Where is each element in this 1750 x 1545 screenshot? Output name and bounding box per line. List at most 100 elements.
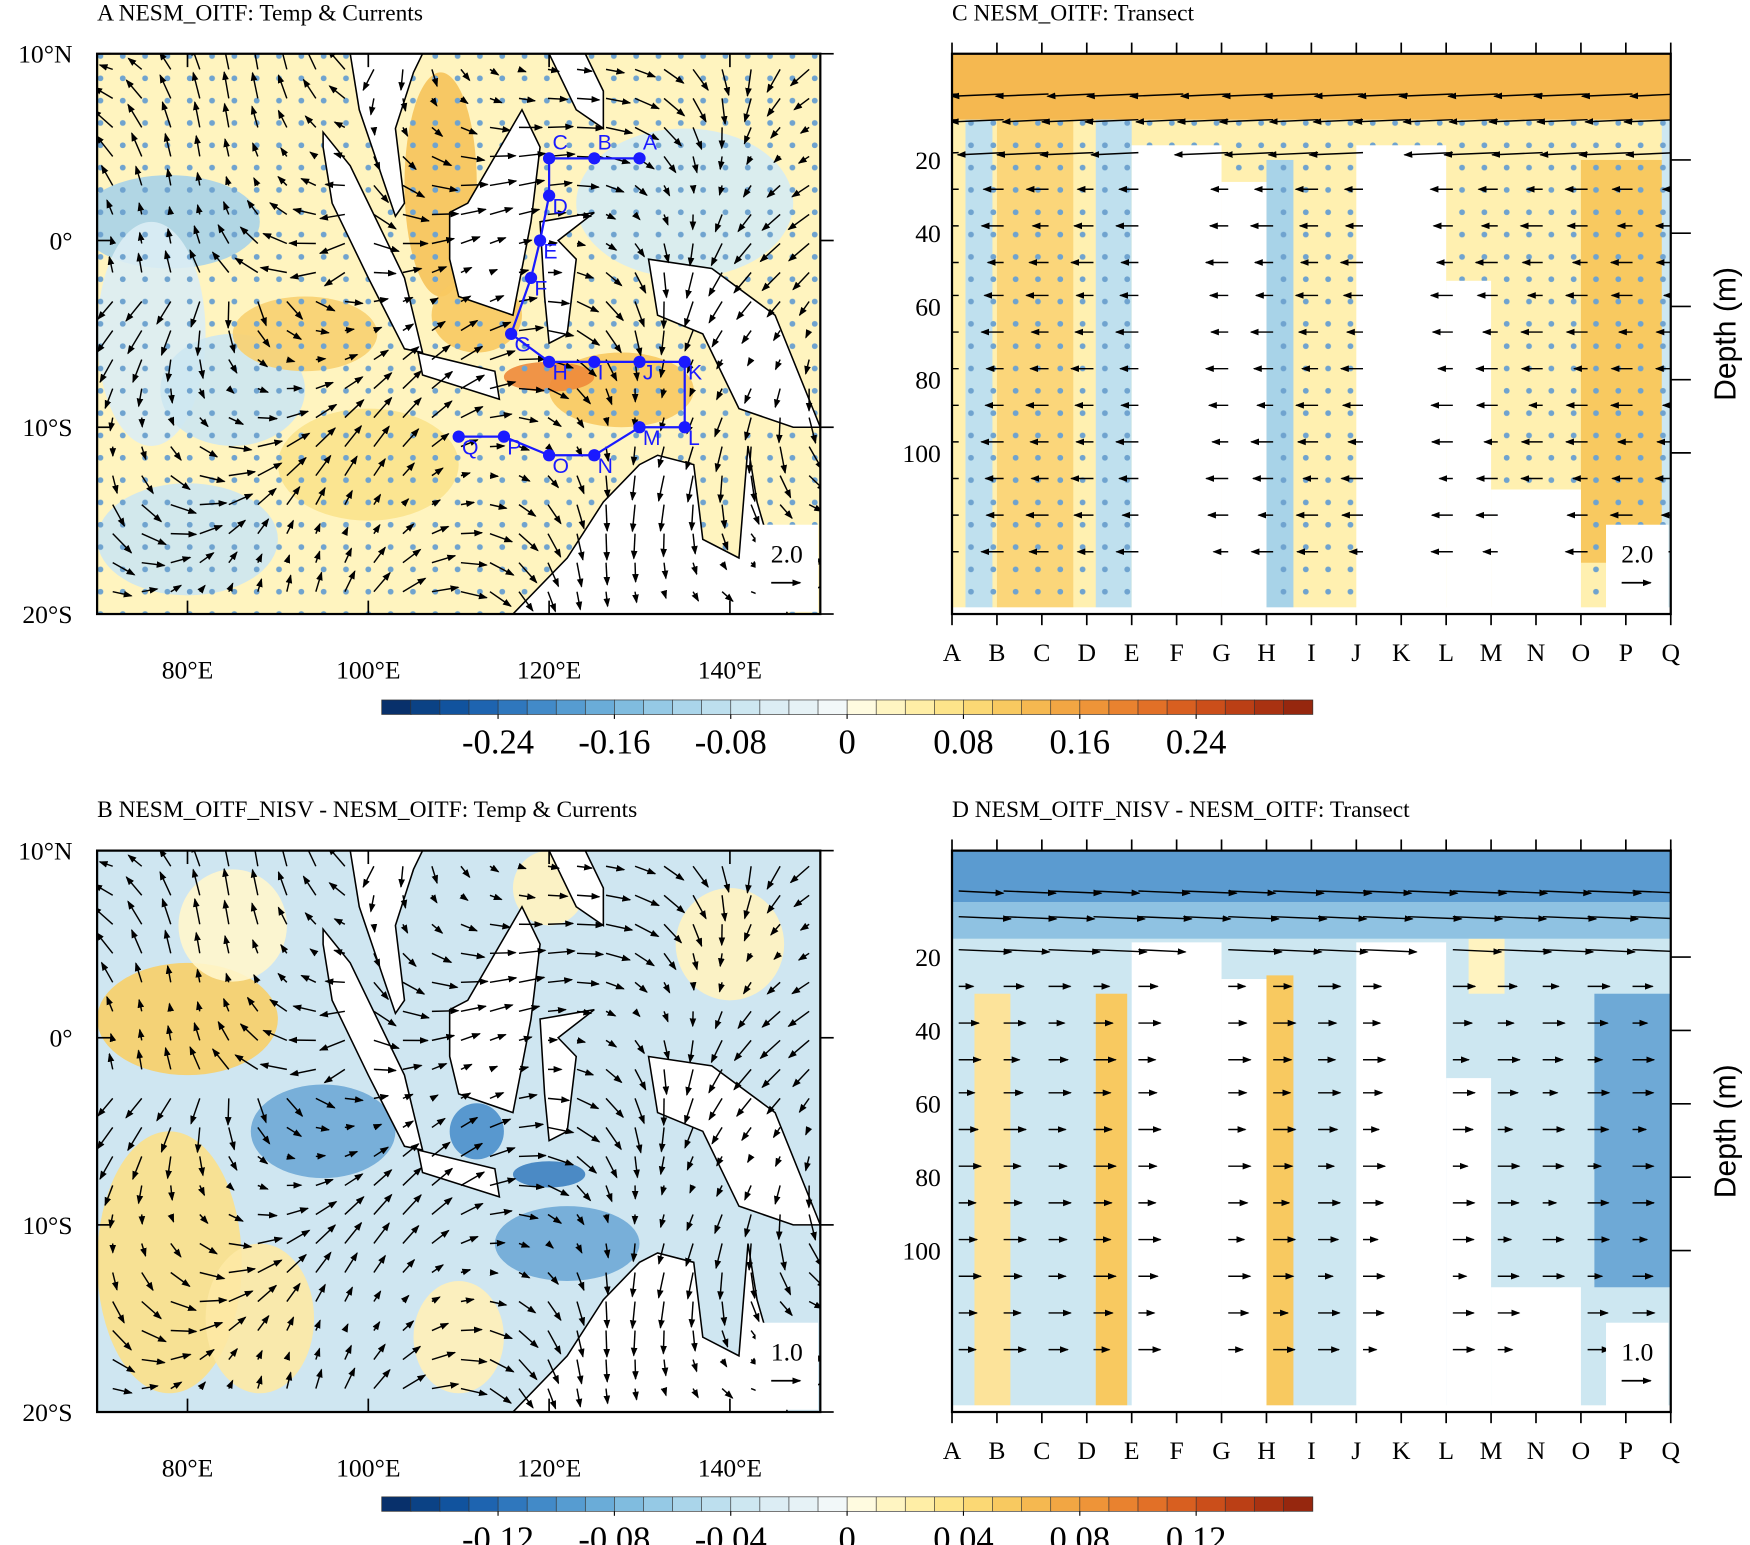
current-vector — [547, 210, 567, 217]
current-vector — [170, 503, 198, 514]
current-vector — [489, 1118, 512, 1129]
current-vector — [431, 1382, 460, 1390]
current-vector — [716, 1156, 724, 1167]
current-vector — [138, 417, 146, 428]
current-vector — [489, 1358, 515, 1373]
current-vector — [1536, 118, 1588, 125]
current-vector — [718, 953, 725, 968]
current-vector — [280, 147, 289, 157]
current-vector — [634, 126, 660, 141]
current-vector — [742, 981, 752, 995]
current-vector — [547, 475, 560, 489]
current-vector — [431, 370, 454, 390]
current-vector — [547, 1126, 575, 1135]
current-vector — [798, 301, 810, 317]
colorbar-swatch — [992, 699, 1023, 715]
current-vector — [517, 66, 527, 73]
current-vector — [686, 1156, 694, 1171]
x-tick-label: L — [1438, 638, 1454, 667]
current-vector — [718, 156, 725, 171]
current-vector — [787, 1010, 810, 1027]
current-vector — [547, 299, 571, 307]
topography — [1131, 145, 1222, 615]
current-vector — [460, 500, 476, 508]
transect-point-label: P — [507, 436, 521, 459]
current-vector — [304, 115, 317, 128]
current-vector — [302, 875, 317, 896]
current-vector — [716, 388, 724, 401]
current-vector — [708, 1069, 723, 1094]
current-vector — [137, 998, 145, 1012]
current-vector — [750, 1272, 757, 1300]
current-vector — [228, 1242, 253, 1250]
current-vector — [194, 931, 201, 954]
current-vector — [629, 1272, 637, 1298]
current-vector — [165, 964, 173, 983]
current-vector — [759, 242, 781, 263]
topography — [1221, 181, 1267, 615]
current-vector — [199, 1321, 224, 1332]
current-vector — [761, 1010, 781, 1028]
current-vector — [575, 1388, 583, 1408]
colorbar-swatch — [1283, 1496, 1314, 1512]
current-vector — [398, 69, 406, 92]
current-vector — [257, 1284, 278, 1303]
current-vector — [1353, 118, 1408, 125]
current-vector — [193, 224, 201, 244]
current-vector — [576, 212, 593, 219]
current-vector — [170, 1271, 191, 1288]
transect-point-label: M — [643, 427, 661, 450]
current-vector — [489, 532, 514, 543]
current-vector — [460, 1142, 484, 1158]
current-vector — [269, 999, 288, 1012]
current-vector — [286, 519, 294, 534]
current-vector — [372, 523, 381, 535]
transect-point — [678, 421, 691, 434]
colorbar-swatch — [614, 1496, 645, 1512]
current-vector — [1308, 151, 1364, 158]
current-vector — [761, 1068, 781, 1089]
transect-point — [533, 234, 547, 247]
current-vector — [344, 1150, 359, 1158]
colorbar-swatch — [497, 699, 528, 715]
field-shading — [952, 53, 1671, 120]
current-vector — [228, 330, 236, 354]
current-vector — [257, 1098, 267, 1124]
current-vector — [402, 981, 426, 995]
colorbar-swatch — [759, 699, 790, 715]
current-vector — [489, 350, 516, 361]
current-vector — [489, 1269, 499, 1276]
current-vector — [431, 69, 439, 88]
current-vector — [547, 1007, 567, 1014]
current-vector — [518, 1035, 533, 1043]
current-vector — [112, 533, 133, 554]
current-vector — [166, 227, 173, 244]
current-vector — [663, 952, 677, 971]
transect-point-label: H — [552, 362, 567, 385]
current-vector — [460, 1033, 481, 1042]
current-vector — [547, 95, 569, 103]
current-vector — [373, 1254, 386, 1273]
current-vector — [576, 892, 601, 900]
current-vector — [197, 388, 206, 400]
current-vector — [684, 1127, 694, 1149]
current-vector — [605, 1126, 622, 1151]
current-vector — [663, 68, 685, 84]
current-vector — [141, 532, 167, 546]
current-vector — [194, 330, 202, 357]
current-vector — [518, 208, 541, 216]
current-vector — [547, 533, 562, 558]
colorbar-swatch — [526, 699, 557, 715]
current-vector — [489, 1387, 512, 1404]
current-vector — [373, 156, 381, 172]
ref-vector-box — [755, 524, 819, 612]
y-tick-label: 100 — [902, 1236, 940, 1265]
transect-point-label: G — [514, 334, 530, 357]
current-vector — [400, 895, 408, 909]
x-tick-label: B — [988, 638, 1005, 667]
current-vector — [602, 416, 610, 427]
current-vector — [632, 1359, 639, 1381]
current-vector — [518, 178, 546, 187]
current-vector — [304, 53, 317, 70]
